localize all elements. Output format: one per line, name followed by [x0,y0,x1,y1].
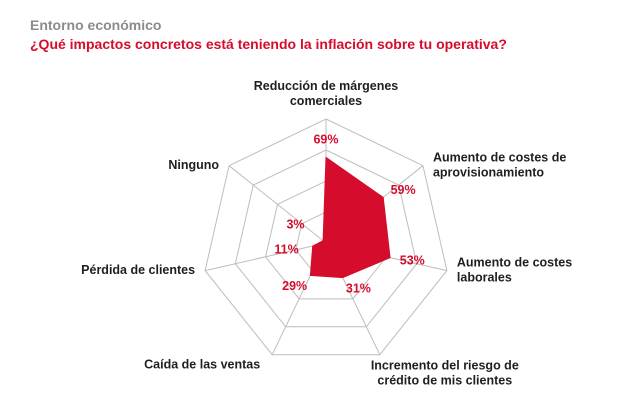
grid-ring-4 [204,118,448,356]
value-label-5: 29% [282,279,307,293]
radar-value-labels: 69% 59% 53% 31% 29% 11% 3% [274,132,424,295]
axis-label-4-line-2: crédito de mis clientes [377,374,512,388]
axis-label-4-line-1: Incremento del riesgo de [371,359,519,373]
radar-axis-labels: Reducción de márgenes comerciales Aumento … [81,79,572,388]
axis-label-1: Reducción de márgenes comerciales [254,79,399,108]
value-label-7: 3% [286,217,304,231]
value-label-6: 11% [274,243,298,257]
axis-label-1-line-2: comerciales [290,94,362,108]
axis-label-1-line-1: Reducción de márgenes [254,79,399,93]
axis-label-2: Aumento de costes de aprovisionamiento [433,151,566,180]
series-area [309,156,391,279]
axis-label-7-line-1: Ninguno [168,158,219,172]
chart-header: Entorno económico ¿Qué impactos concreto… [30,16,507,54]
axis-label-4: Incremento del riesgo de crédito de mis c… [371,359,519,388]
axis-label-3-line-1: Aumento de costes [457,256,572,270]
value-label-1: 69% [313,132,338,146]
axis-label-3-line-2: laborales [457,271,512,285]
axis-label-7: Ninguno [168,158,219,172]
axis-label-5: Caída de las ventas [144,358,260,372]
grid-ring-3 [234,149,418,328]
axis-label-6: Pérdida de clientes [81,263,195,277]
grid-spoke-7 [228,165,327,244]
axis-label-6-line-1: Pérdida de clientes [81,263,195,277]
value-label-4: 31% [346,281,371,295]
axis-label-5-line-1: Caída de las ventas [144,358,260,372]
grid-spoke-6 [204,242,327,272]
chart-title: ¿Qué impactos concretos está teniendo la… [30,36,507,52]
value-label-2: 59% [391,183,416,197]
axis-label-2-line-1: Aumento de costes de [433,151,566,165]
value-label-3: 53% [400,253,425,267]
chart-supertitle: Entorno económico [30,17,162,33]
axis-label-2-line-2: aprovisionamiento [433,166,544,180]
radar-series [309,156,391,279]
axis-label-3: Aumento de costes laborales [457,256,572,285]
